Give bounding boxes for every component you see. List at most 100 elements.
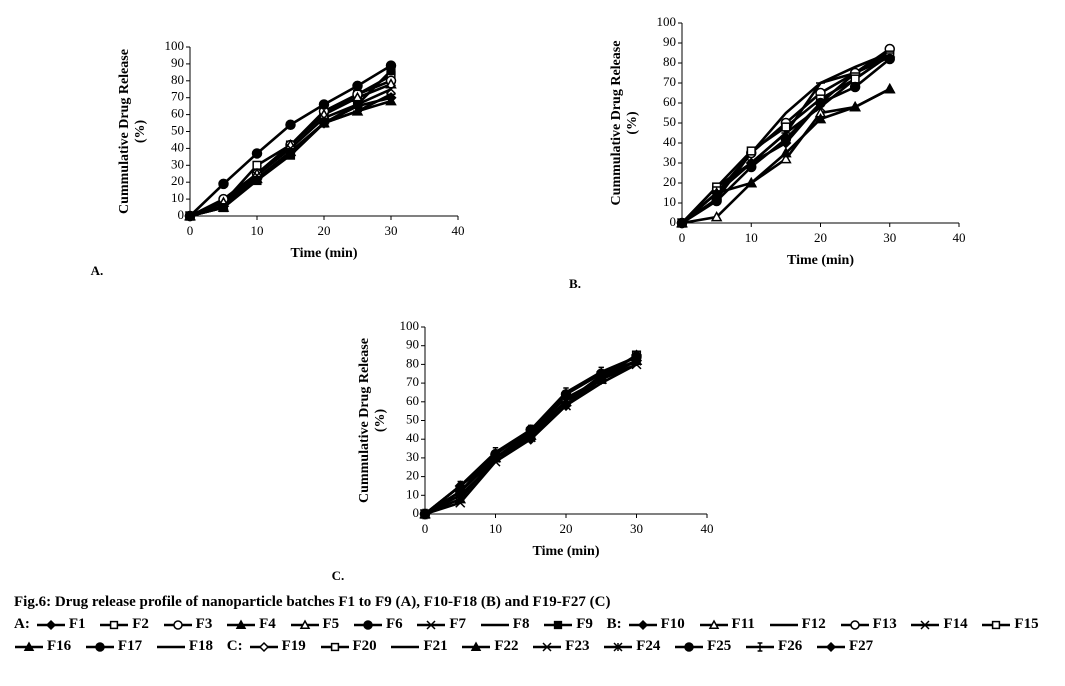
marker — [637, 619, 648, 630]
marker — [920, 620, 931, 630]
marker — [318, 99, 330, 110]
legend-entry: F15 — [981, 616, 1039, 632]
legend-symbol — [417, 620, 446, 630]
y-tick-label: 20 — [406, 468, 419, 483]
y-tick-label: 20 — [171, 173, 184, 188]
legend-label: C: — [226, 638, 243, 654]
y-tick-label: 20 — [663, 174, 676, 189]
y-axis-label: (%) — [625, 111, 640, 135]
marker — [454, 480, 466, 492]
marker — [285, 119, 296, 130]
legend-symbol — [675, 641, 704, 652]
marker — [218, 178, 229, 190]
marker — [363, 619, 373, 630]
legend-text: F15 — [1014, 616, 1039, 632]
y-tick-label: 90 — [171, 55, 184, 70]
marker — [708, 619, 719, 629]
legend-symbol — [769, 623, 798, 626]
marker — [595, 373, 607, 385]
marker — [781, 122, 791, 132]
y-tick-label: 100 — [165, 38, 185, 53]
legend-entry: F6 — [353, 616, 403, 632]
marker — [563, 387, 569, 398]
x-tick-label: 0 — [422, 521, 429, 536]
y-tick-label: 0 — [413, 505, 420, 520]
legend-text: F4 — [259, 616, 276, 632]
marker — [815, 97, 826, 109]
legend-entry: F7 — [416, 616, 466, 632]
y-tick-label: 30 — [406, 449, 419, 464]
marker — [850, 74, 860, 84]
y-tick-label: 30 — [663, 154, 676, 169]
marker — [746, 161, 757, 173]
y-tick-label: 80 — [406, 355, 419, 370]
legend-symbol — [699, 619, 728, 629]
marker — [884, 53, 895, 65]
x-tick-label: 30 — [385, 223, 398, 238]
legend-entry: F20 — [320, 638, 377, 654]
marker — [613, 642, 623, 652]
marker — [172, 619, 183, 630]
marker — [285, 150, 296, 160]
y-axis-label: Cummulative Drug Release — [117, 49, 132, 214]
legend-text: F2 — [132, 616, 149, 632]
marker — [780, 146, 792, 158]
x-tick-label: 30 — [630, 521, 643, 536]
y-tick-label: 50 — [663, 114, 676, 129]
y-tick-label: 90 — [663, 34, 676, 49]
legend-entry: F19 — [249, 638, 306, 654]
legend-symbol — [249, 641, 278, 652]
marker — [235, 619, 247, 629]
legend-text: F3 — [195, 616, 213, 632]
x-tick-label: 0 — [679, 230, 686, 245]
marker — [45, 619, 56, 630]
y-tick-label: 70 — [171, 89, 184, 104]
legend-entry: F10 — [628, 616, 685, 632]
legend-entry: F21 — [390, 638, 448, 654]
y-tick-label: 90 — [406, 337, 419, 352]
y-tick-label: 10 — [171, 190, 184, 205]
y-axis-label: Cummulative Drug Release — [609, 41, 624, 206]
legend-symbol — [85, 641, 114, 652]
marker — [352, 99, 363, 110]
legend-text: F5 — [322, 616, 340, 632]
marker — [542, 642, 552, 652]
marker — [745, 176, 758, 188]
marker — [299, 619, 310, 629]
x-tick-label: 40 — [452, 223, 465, 238]
legend-symbol — [36, 619, 65, 630]
y-tick-label: 0 — [670, 214, 677, 229]
legend-entry: F8 — [480, 616, 529, 632]
legend-entry: F27 — [816, 638, 873, 654]
legend-label: A: — [14, 616, 30, 632]
x-tick-label: 10 — [745, 230, 758, 245]
y-axis-label: Cummulative Drug Release — [357, 338, 372, 503]
legend-entry: F25 — [674, 638, 731, 654]
y-tick-label: 40 — [406, 430, 419, 445]
marker — [780, 133, 792, 145]
marker — [560, 399, 572, 412]
legend-entry: F2 — [99, 616, 149, 632]
marker — [385, 78, 397, 89]
panel-label: A. — [91, 263, 104, 278]
legend-symbol — [100, 620, 129, 629]
legend-symbol — [320, 642, 349, 651]
legend-text: F25 — [707, 638, 732, 654]
marker — [352, 80, 363, 92]
x-axis-label: Time (min) — [290, 246, 357, 261]
marker — [554, 620, 563, 629]
legend-symbol — [628, 619, 657, 630]
legend-text: F9 — [576, 616, 593, 632]
legend-entry: F23 — [532, 638, 589, 654]
marker — [471, 641, 482, 651]
marker — [849, 81, 861, 93]
x-tick-label: 10 — [251, 223, 264, 238]
marker — [780, 152, 792, 164]
legend-symbol — [156, 645, 185, 648]
legend-entry: F12 — [769, 616, 826, 632]
y-tick-label: 40 — [663, 134, 676, 149]
x-tick-label: 30 — [883, 230, 896, 245]
